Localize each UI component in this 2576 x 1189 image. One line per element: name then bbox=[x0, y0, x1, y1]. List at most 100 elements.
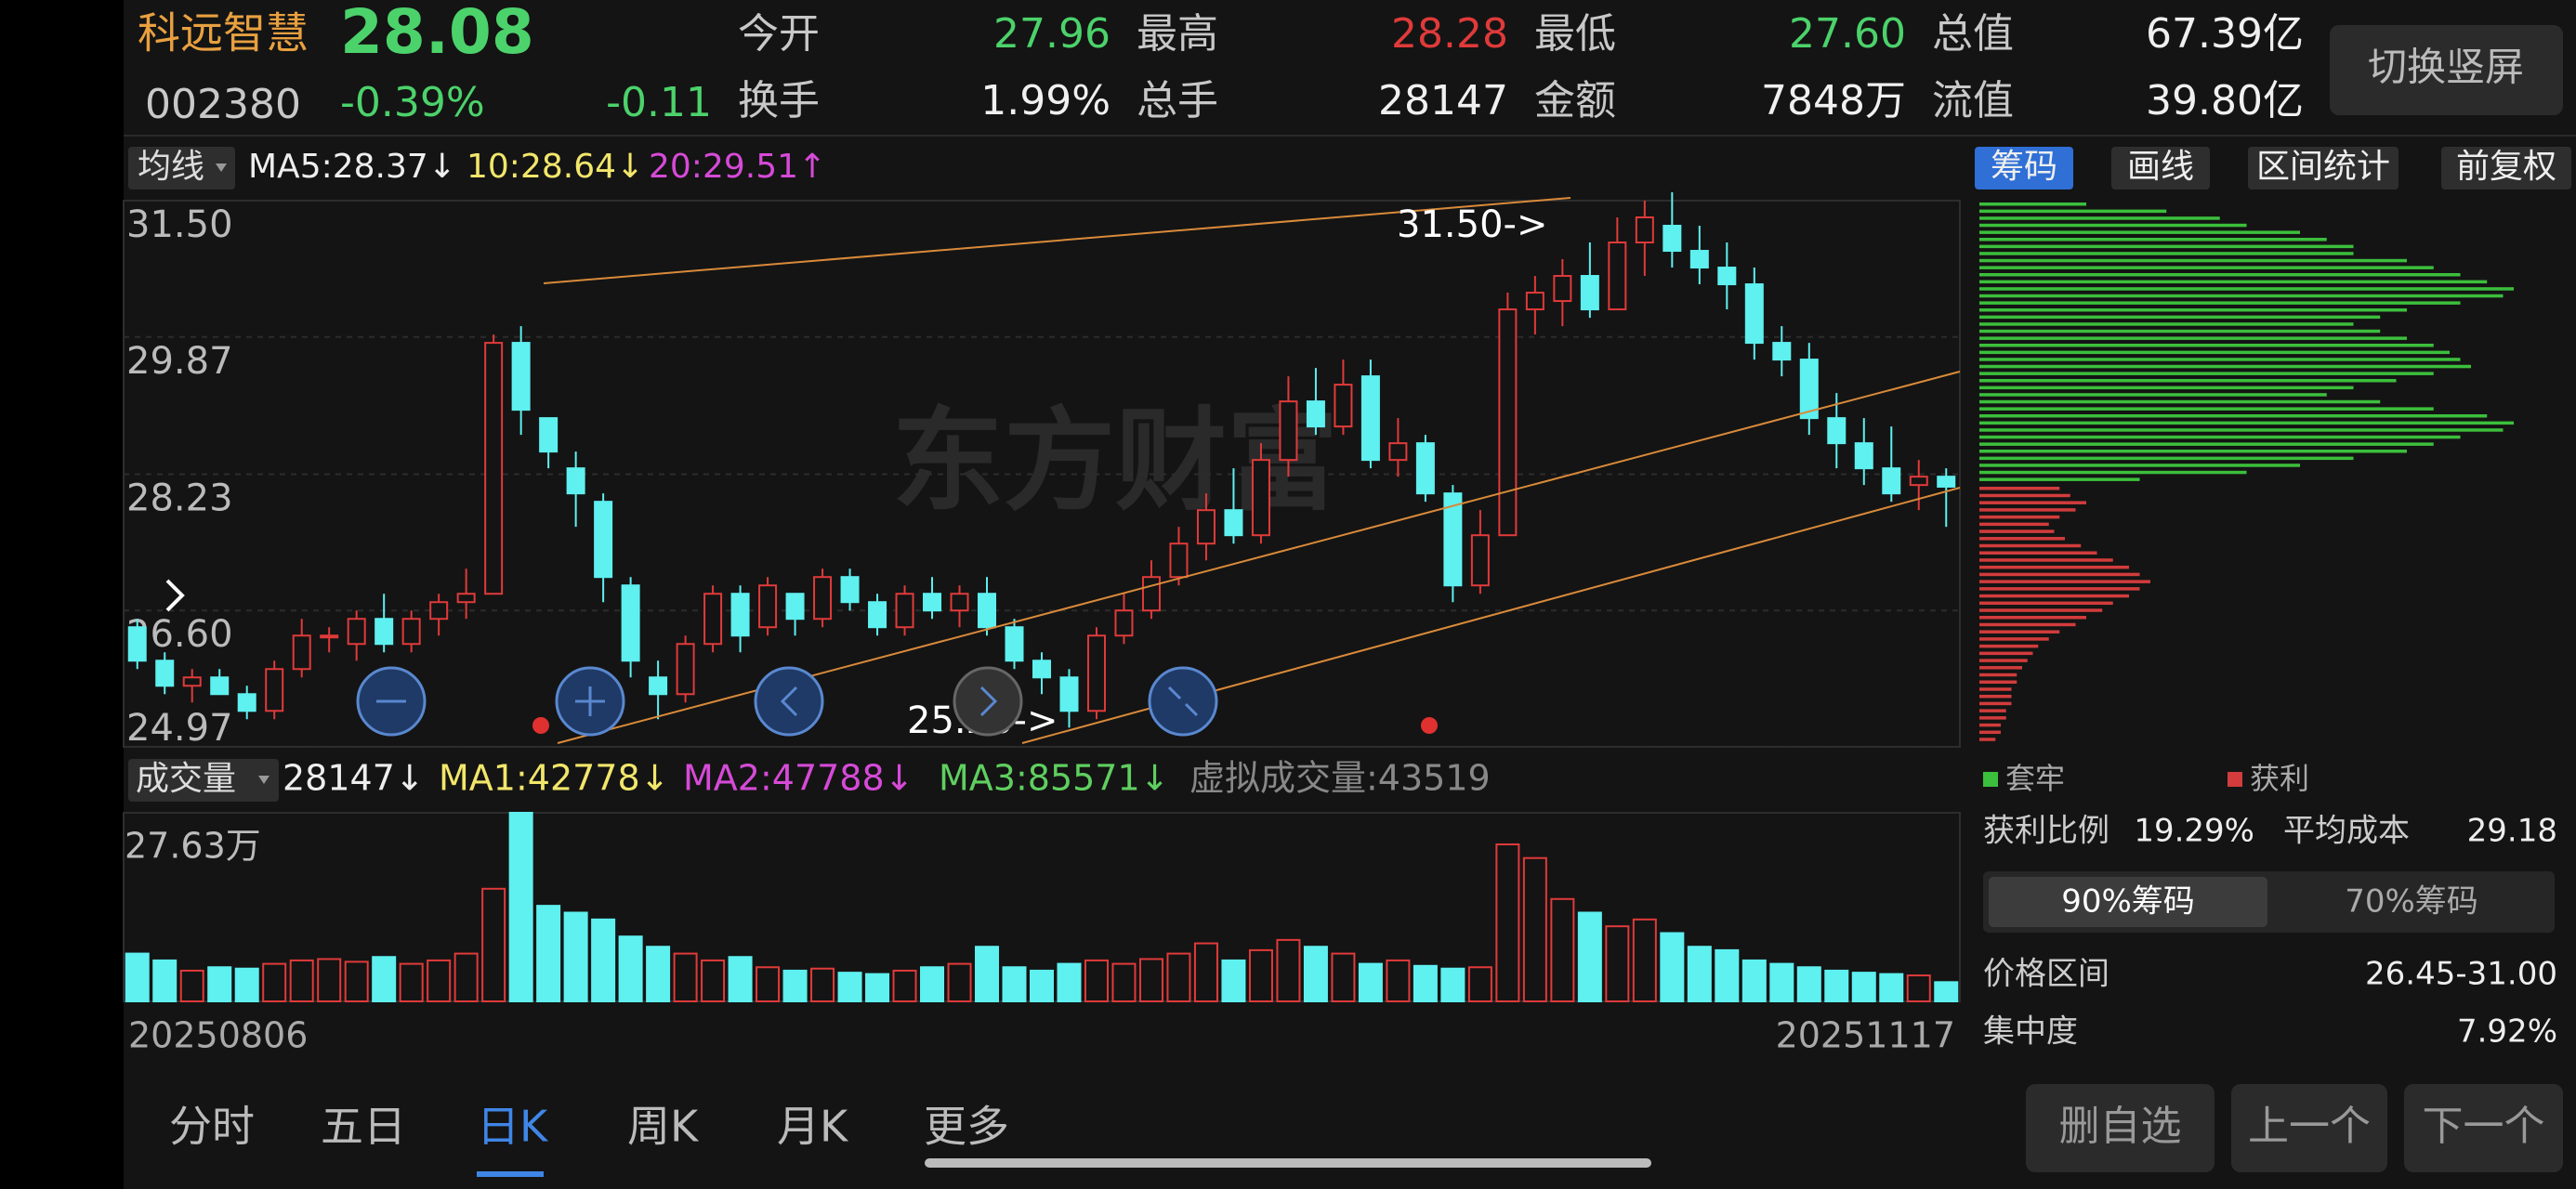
chip-profit bbox=[1979, 543, 2082, 548]
chip-locked bbox=[1979, 385, 2354, 390]
chip-profit bbox=[1979, 659, 2028, 662]
volume-bar bbox=[344, 960, 369, 1002]
y-tick-label: 24.97 bbox=[126, 707, 233, 750]
nav-tab[interactable]: 分时 bbox=[169, 1102, 255, 1152]
volume-bar bbox=[591, 918, 616, 1002]
nav-tab[interactable]: 日K bbox=[477, 1102, 549, 1152]
volume-bar bbox=[1467, 966, 1492, 1002]
chip-locked bbox=[1979, 350, 2450, 355]
candle-body bbox=[127, 626, 147, 662]
ma20: 20:29.51↑ bbox=[649, 148, 826, 186]
candle-body bbox=[1882, 467, 1901, 495]
vol: 28147↓ bbox=[283, 758, 425, 799]
volume-bar bbox=[1906, 974, 1931, 1002]
start-date: 20250806 bbox=[128, 1015, 308, 1056]
y-tick-label: 27.63万 bbox=[125, 826, 261, 867]
move-left[interactable] bbox=[754, 666, 824, 737]
volume-bar bbox=[1605, 925, 1630, 1003]
chip-profit bbox=[1979, 558, 2113, 562]
chip-locked bbox=[1979, 244, 2354, 249]
volume-bar bbox=[563, 911, 588, 1002]
chip-tab[interactable]: 70%筹码 bbox=[2345, 883, 2478, 921]
chip-locked bbox=[1979, 266, 2434, 269]
tool-label: 前复权 bbox=[2456, 148, 2556, 186]
chip-profit bbox=[1979, 644, 2039, 648]
dropdown-arrow bbox=[216, 163, 227, 172]
tool-button[interactable] bbox=[2111, 147, 2210, 189]
chip-profit bbox=[1979, 709, 2006, 712]
volume-bar bbox=[865, 973, 890, 1003]
candle-body bbox=[950, 593, 969, 612]
field-label: 今开 bbox=[738, 10, 820, 58]
nav-tab[interactable]: 月K bbox=[777, 1102, 849, 1152]
volume-bar bbox=[1303, 946, 1328, 1003]
volume-bar bbox=[234, 967, 259, 1003]
stat-label: 获利比例 bbox=[1983, 813, 2109, 850]
tool-button[interactable] bbox=[1975, 147, 2073, 189]
volume-bar bbox=[1769, 962, 1794, 1003]
candle-body bbox=[429, 601, 449, 621]
chip-profit bbox=[1979, 580, 2150, 583]
candle-body bbox=[868, 601, 887, 629]
chip-profit bbox=[1979, 493, 2070, 498]
expand-arrow[interactable] bbox=[165, 579, 185, 612]
portrait-button[interactable] bbox=[2330, 25, 2563, 115]
chip-profit bbox=[1979, 687, 2012, 691]
chip-locked bbox=[1979, 252, 2354, 255]
virtual-volume: 虚拟成交量:43519 bbox=[1189, 758, 1491, 799]
nav-button-label: 删自选 bbox=[2059, 1103, 2182, 1150]
dropdown-arrow bbox=[258, 776, 269, 784]
reset[interactable] bbox=[1148, 666, 1218, 737]
chip-profit bbox=[1979, 572, 2140, 577]
candle-body bbox=[1470, 534, 1490, 587]
chip-locked bbox=[1979, 421, 2514, 425]
volume-bar bbox=[646, 946, 671, 1003]
candle-body bbox=[730, 593, 750, 637]
candle-body bbox=[1224, 509, 1243, 537]
chip-locked bbox=[1979, 294, 2504, 298]
volume-bar bbox=[372, 956, 397, 1002]
candle-body bbox=[1772, 342, 1792, 361]
nav-tab[interactable]: 五日 bbox=[321, 1102, 406, 1152]
volume-bar bbox=[810, 967, 835, 1003]
tool-button[interactable] bbox=[2248, 147, 2399, 189]
bottom-nav: 分时 五日 日K 周K 月K 更多 删自选 上一个 下一个 bbox=[169, 1084, 2563, 1172]
concentration-value: 7.92% bbox=[2457, 1013, 2557, 1051]
volume-bar bbox=[1331, 952, 1356, 1003]
chip-profit bbox=[1979, 637, 2049, 641]
volume-chart: 27.63万 bbox=[124, 812, 1960, 1003]
candle-body bbox=[1827, 417, 1847, 445]
candle-body bbox=[456, 593, 476, 604]
tool-label: 区间统计 bbox=[2256, 148, 2390, 186]
chip-tab-active[interactable] bbox=[1989, 877, 2267, 927]
candle-body bbox=[401, 618, 421, 646]
candle-body bbox=[1854, 442, 1873, 470]
volume-button[interactable] bbox=[128, 759, 279, 802]
ma-button[interactable] bbox=[128, 147, 235, 189]
move-right[interactable] bbox=[953, 666, 1023, 737]
volume-bar bbox=[262, 962, 287, 1003]
candle-body bbox=[1443, 492, 1463, 587]
nav-tab[interactable]: 周K bbox=[627, 1102, 700, 1152]
volume-bar bbox=[179, 969, 204, 1002]
chip-profit bbox=[1979, 622, 2076, 627]
candle-body bbox=[703, 593, 723, 646]
nav-button[interactable] bbox=[2026, 1084, 2215, 1172]
candle-body bbox=[1141, 576, 1161, 612]
price: 28.08 bbox=[340, 0, 534, 68]
vol-ma1: MA1:42778↓ bbox=[439, 758, 669, 799]
chip-profit bbox=[1979, 673, 2017, 677]
chip-locked bbox=[1979, 322, 2354, 326]
tool-button[interactable] bbox=[2441, 147, 2571, 189]
field-value: 27.96 bbox=[993, 10, 1111, 58]
nav-tab[interactable]: 更多 bbox=[924, 1102, 1009, 1152]
volume-bar bbox=[701, 959, 726, 1002]
chip-profit bbox=[1979, 630, 2060, 634]
nav-button[interactable] bbox=[2404, 1084, 2563, 1172]
chip-profit bbox=[1979, 601, 2113, 606]
nav-button[interactable] bbox=[2231, 1084, 2387, 1172]
chip-profit bbox=[1979, 522, 2049, 527]
end-date: 20251117 bbox=[1776, 1015, 1955, 1056]
control-icons bbox=[376, 686, 1199, 717]
y-tick-label: 28.23 bbox=[126, 477, 233, 519]
